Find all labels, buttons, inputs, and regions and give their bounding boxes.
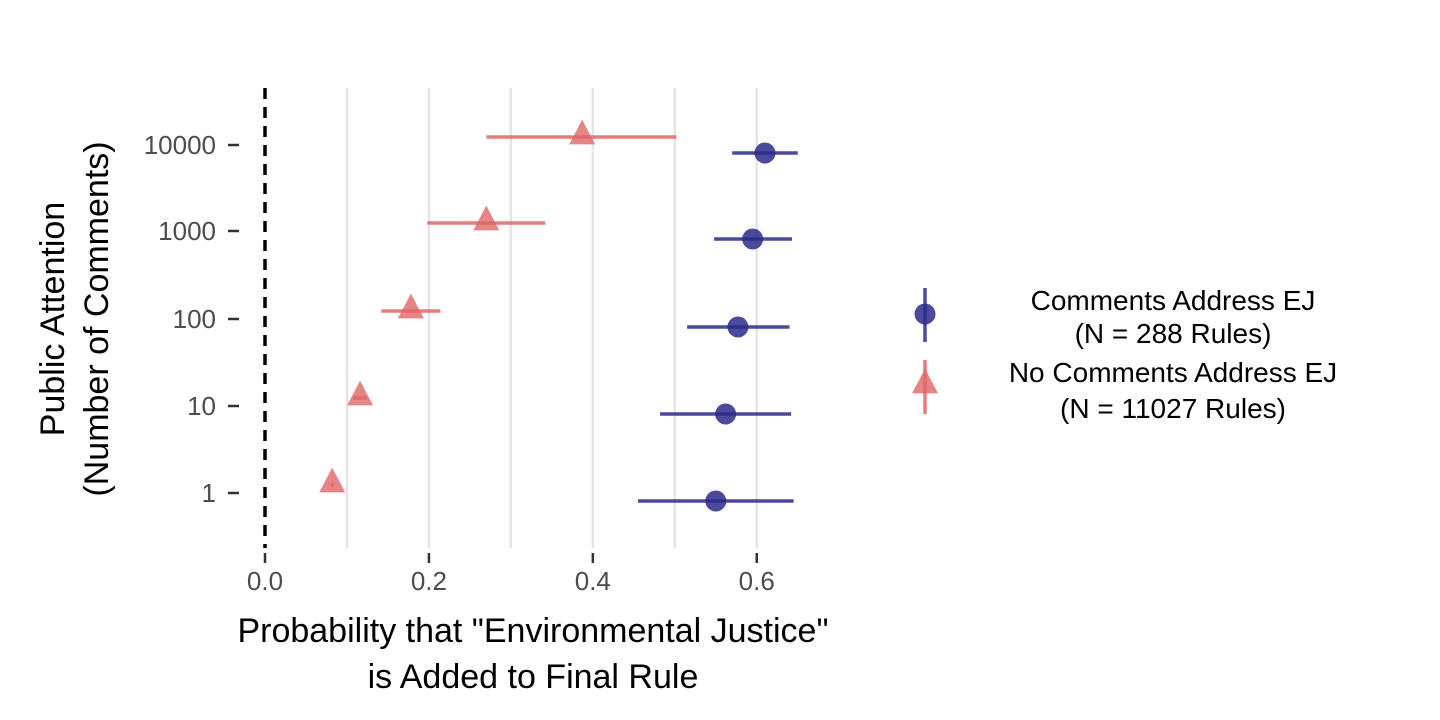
axis-titles: Probability that "Environmental Justice"…	[34, 141, 829, 696]
circle-marker	[754, 142, 776, 164]
triangle-marker	[912, 368, 938, 394]
x-axis-title-line-1: Probability that "Environmental Justice"	[237, 612, 828, 650]
y-axis-title: Public Attention (Number of Comments)	[34, 141, 116, 496]
series-0	[637, 142, 798, 512]
x-tick-label: 0.6	[739, 566, 775, 596]
gridlines	[345, 88, 759, 548]
x-tick-label: 0.2	[411, 566, 447, 596]
y-tick-label: 10	[187, 391, 216, 421]
legend: Comments Address EJ(N = 288 Rules) No Com…	[912, 285, 1337, 424]
y-tick-label: 1000	[158, 216, 216, 246]
triangle-marker	[473, 205, 500, 231]
triangle-marker	[569, 119, 596, 145]
x-tick-label: 0.0	[247, 566, 283, 596]
legend-label-line-1: Comments Address EJ	[1031, 285, 1316, 316]
series-1	[319, 119, 677, 493]
legend-label-line-2: (N = 11027 Rules)	[1060, 393, 1286, 424]
legend-entry-1: No Comments Address EJ (N = 11027 Rules)	[912, 357, 1337, 424]
x-axis: 0.0 0.2 0.4 0.6	[247, 553, 775, 596]
y-tick-label: 1	[202, 478, 216, 508]
circle-marker	[742, 228, 764, 250]
x-tick-label: 0.4	[575, 566, 611, 596]
x-axis-title-line-2: is Added to Final Rule	[368, 658, 699, 696]
y-axis: 1 10 100 1000 10000	[144, 130, 239, 508]
legend-entry-0: Comments Address EJ(N = 288 Rules)	[914, 285, 1316, 349]
circle-marker	[715, 403, 737, 425]
triangle-marker	[347, 380, 374, 406]
triangle-marker	[397, 293, 424, 319]
legend-label-line-1: No Comments Address EJ	[1009, 357, 1337, 388]
triangle-marker	[319, 467, 346, 493]
circle-marker	[705, 490, 727, 512]
y-axis-title-line-2: (Number of Comments)	[78, 141, 116, 496]
series-layer	[319, 119, 798, 512]
y-tick-label: 100	[173, 304, 216, 334]
y-axis-title-line-1: Public Attention	[34, 202, 72, 436]
legend-label-line-2: (N = 288 Rules)	[1075, 318, 1272, 349]
y-tick-label: 10000	[144, 130, 216, 160]
legend-key-circle	[914, 303, 936, 325]
circle-marker	[727, 316, 749, 338]
